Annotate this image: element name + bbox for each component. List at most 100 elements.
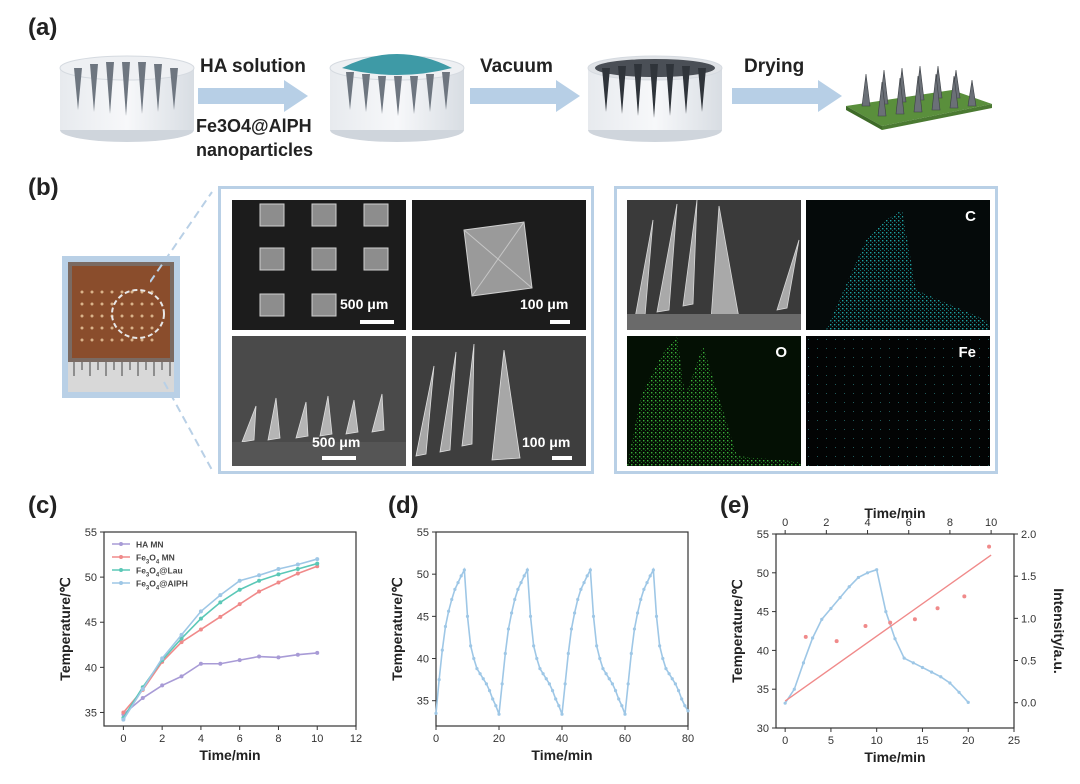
- eds-map-oxygen: O: [627, 336, 801, 466]
- cycle-series-point: [522, 574, 526, 578]
- cycle-series-point: [443, 624, 448, 629]
- x-axis-label: Time/min: [864, 749, 925, 765]
- y-tick-label: 35: [417, 696, 429, 708]
- cycle-series-point: [491, 697, 495, 701]
- series-1-point: [276, 580, 281, 585]
- cycle-series-point: [623, 712, 627, 716]
- x-tick-label: 10: [871, 735, 883, 747]
- temperature-point: [801, 661, 806, 665]
- scale-bar-100-top: [550, 320, 570, 324]
- x-tick-label: 20: [962, 735, 974, 747]
- y-axis-label: Temperature/℃: [729, 579, 745, 683]
- panel-label-a: (a): [28, 14, 58, 41]
- eds-frame: [614, 186, 998, 474]
- top-x-tick-label: 0: [782, 517, 788, 529]
- series-0-point: [179, 674, 184, 679]
- chart-c-heating-curves: 0 2 4 6 8 10 12 35 40 45 50 55 Time/min Temperature/℃…: [57, 527, 362, 763]
- cycle-series-line: [435, 567, 689, 715]
- temperature-point: [820, 617, 824, 621]
- series-0-point: [218, 661, 223, 666]
- y-tick-label: 40: [417, 654, 429, 666]
- cycle-series-point: [588, 568, 592, 572]
- plot-frame: [435, 531, 689, 727]
- y-tick-label: 35: [757, 684, 769, 696]
- temperature-point: [930, 670, 934, 674]
- cycle-series-point: [462, 568, 466, 572]
- legend-label: Fe3O4@AlPH: [136, 579, 188, 592]
- scale-label-500-bottom: 500 μm: [312, 434, 361, 450]
- x-axis-label: Time/min: [199, 747, 260, 763]
- intensity-point: [888, 620, 893, 625]
- temperature-point: [783, 701, 787, 705]
- intensity-point: [834, 639, 839, 644]
- cycle-series-point: [601, 667, 605, 671]
- series-3-point: [315, 557, 320, 562]
- series-3-point: [198, 609, 203, 614]
- intensity-fit-line: [784, 554, 992, 702]
- y-tick-label: 40: [85, 662, 97, 674]
- series-3-point: [121, 717, 126, 722]
- cycle-series-point: [629, 651, 633, 656]
- step-vacuum: Vacuum: [480, 56, 553, 77]
- temperature-point: [865, 571, 870, 575]
- panel-label-c: (c): [28, 492, 58, 519]
- nanoparticle-formula: Fe3O4@AlPH: [196, 116, 312, 136]
- intensity-point: [987, 544, 992, 549]
- cycle-series-point: [475, 667, 479, 671]
- x-tick-label: 15: [916, 735, 928, 747]
- mold-empty-illustration: [59, 55, 195, 142]
- temperature-point: [893, 637, 897, 641]
- cycle-series-point: [538, 667, 542, 671]
- arrow-step3: [732, 80, 842, 112]
- cycle-series-point: [547, 682, 551, 686]
- legend-marker: [119, 581, 123, 585]
- x-tick-label: 0: [120, 733, 126, 745]
- cycle-series-point: [582, 581, 586, 585]
- cycle-series-point: [661, 656, 665, 661]
- y-axis-label: Temperature/℃: [389, 577, 405, 681]
- right-y-tick-label: 1.5: [1021, 571, 1036, 583]
- x-axis-label: Time/min: [531, 747, 592, 763]
- cycle-series-point: [683, 704, 687, 708]
- y-tick-label: 55: [757, 529, 769, 541]
- chart-d-cycling-curve: 0 20 40 60 80 35 40 45 50 55 Time/min Temperature/℃: [389, 527, 694, 763]
- temperature-point: [911, 661, 915, 665]
- x-tick-label: 60: [619, 733, 631, 745]
- cycle-series-point: [472, 656, 476, 661]
- series-0-point: [257, 654, 262, 659]
- y-tick-label: 45: [417, 611, 429, 623]
- cycle-series-point: [595, 644, 599, 648]
- y-tick-label: 50: [417, 569, 429, 581]
- map-label-o: O: [775, 344, 787, 361]
- temperature-point: [948, 681, 952, 685]
- temperature-point: [856, 575, 860, 580]
- intensity-point: [863, 623, 868, 628]
- series-3-point: [295, 562, 300, 567]
- scale-bar-500-top: [360, 320, 394, 324]
- sem-image-bottom-array: 500 μm: [232, 336, 406, 466]
- series-0-point: [295, 652, 300, 657]
- scale-label-100-bottom: 100 μm: [522, 434, 571, 450]
- right-y-tick-label: 2.0: [1021, 529, 1036, 541]
- y-tick-label: 45: [757, 607, 769, 619]
- top-x-axis-label: Time/min: [864, 505, 925, 521]
- cycle-series-point: [434, 711, 438, 715]
- legend-marker: [119, 542, 123, 546]
- cycle-series-point: [494, 704, 498, 708]
- cycle-series-point: [554, 697, 558, 701]
- chart-e-temperature-intensity: 0 5 10 15 20 25303540455055Time/minTemperatur…: [729, 505, 1067, 765]
- series-0-point: [140, 696, 145, 701]
- temperature-point: [902, 656, 906, 660]
- series-3-point: [160, 656, 165, 661]
- x-tick-label: 4: [198, 733, 204, 745]
- temperature-point: [920, 665, 925, 670]
- series-3-point: [276, 566, 281, 571]
- top-x-tick-label: 8: [947, 517, 953, 529]
- plot-frame: [103, 531, 357, 727]
- x-tick-label: 8: [275, 733, 281, 745]
- series-1-point: [218, 614, 223, 619]
- microneedle-patch-illustration: [846, 65, 992, 130]
- temperature-point: [829, 606, 833, 611]
- intensity-point: [962, 594, 967, 599]
- temperature-point: [966, 700, 970, 704]
